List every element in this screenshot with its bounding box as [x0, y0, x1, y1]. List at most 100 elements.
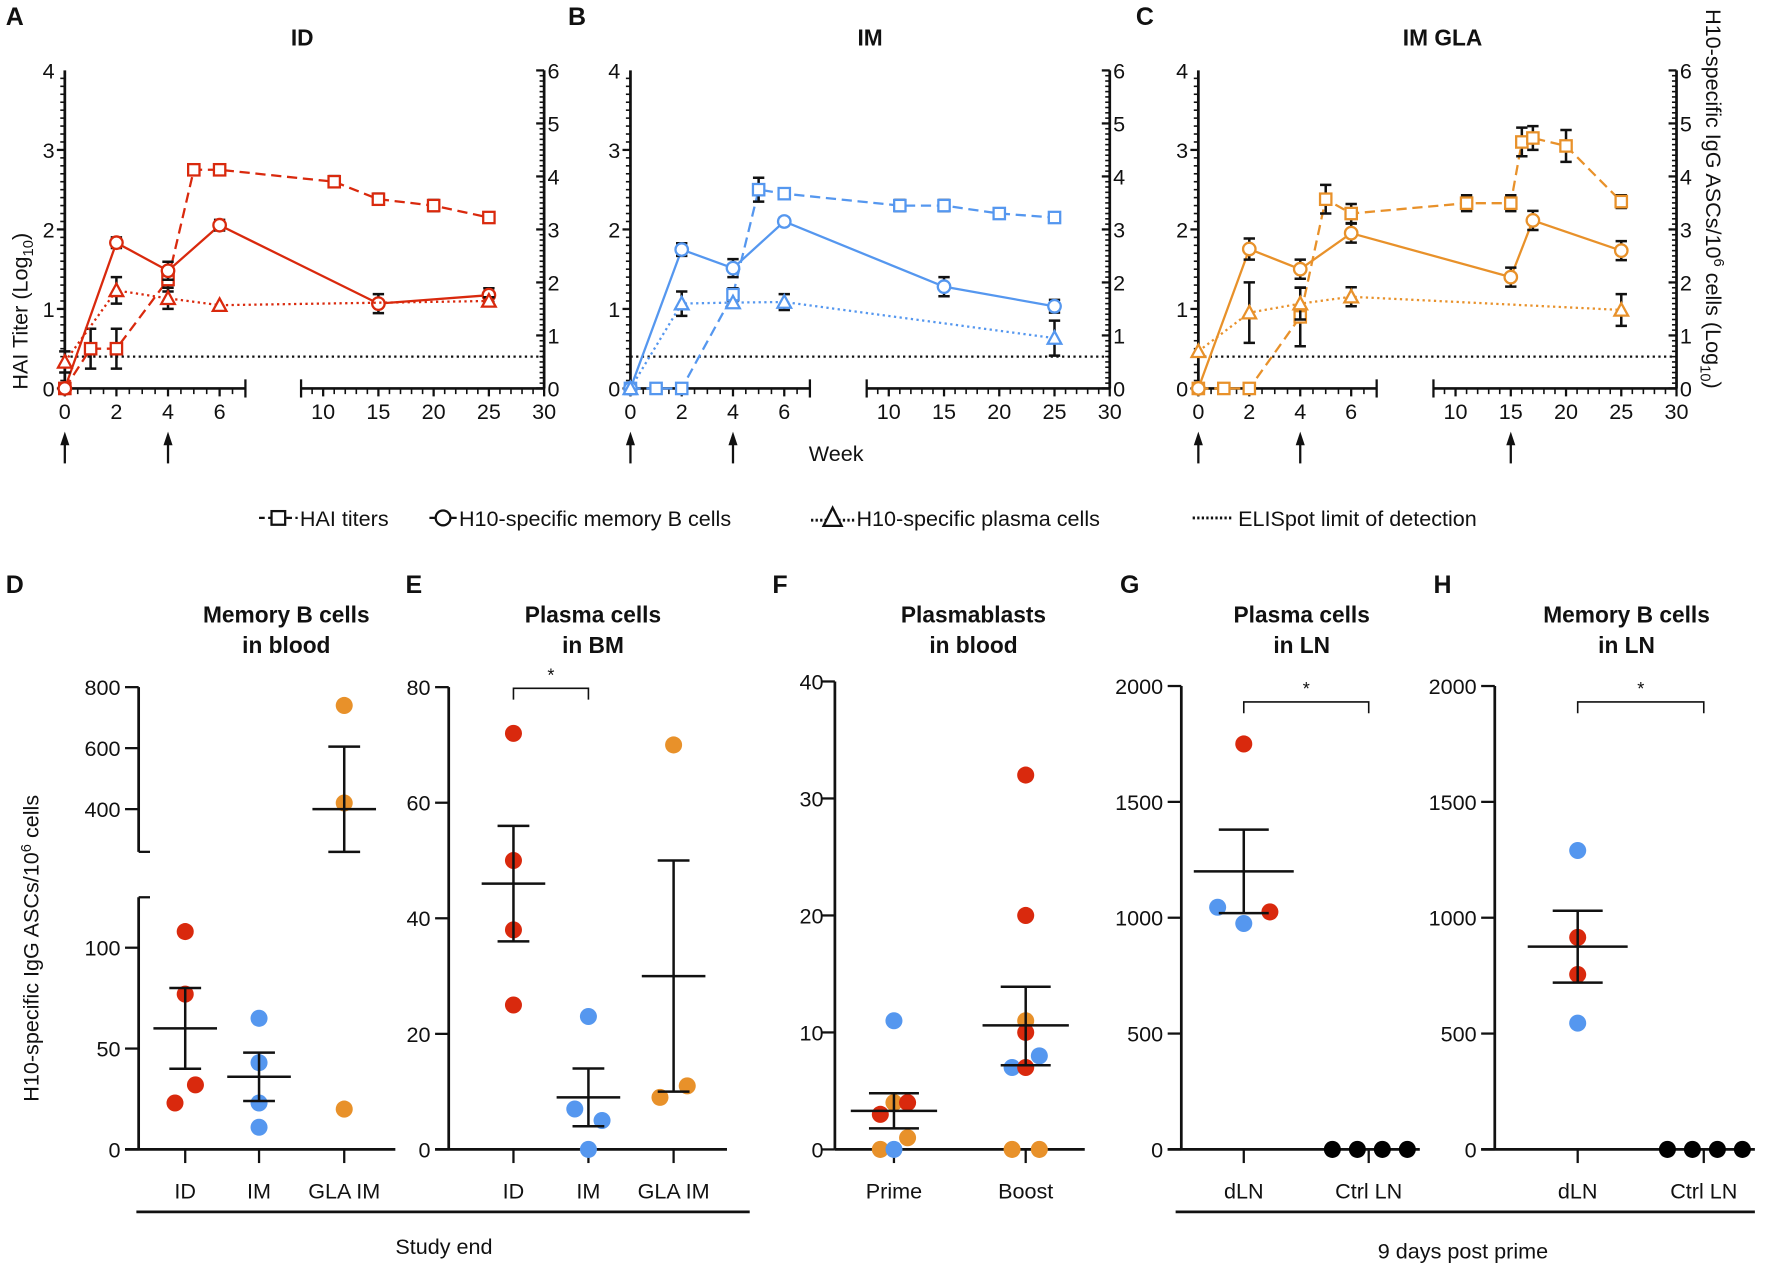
- y-tick-label: 0: [608, 376, 620, 401]
- data-point-square: [1218, 383, 1229, 394]
- scatter-charts-row: DMemory B cellsin blood050100400600800ID…: [6, 571, 1755, 1203]
- significance-label: *: [1303, 679, 1310, 699]
- y-tick-label: 600: [84, 736, 120, 761]
- data-point: [1031, 1141, 1048, 1158]
- right-y-tick-label: 6: [1113, 58, 1125, 83]
- y-tick-label: 500: [1127, 1022, 1163, 1047]
- y-tick-label: 1000: [1429, 906, 1477, 931]
- data-point: [580, 1008, 597, 1025]
- panel-title: IM GLA: [1403, 24, 1482, 50]
- y-tick-label: 0: [812, 1137, 824, 1162]
- right-y-tick-label: 5: [548, 111, 560, 136]
- x-tick-label: Ctrl LN: [1335, 1178, 1402, 1203]
- data-point-circle: [727, 262, 739, 274]
- y-tick-label: 4: [608, 58, 620, 83]
- y-tick-label: 4: [1176, 58, 1188, 83]
- y-tick-label: 2000: [1115, 674, 1163, 699]
- panel-title-line1: Plasma cells: [525, 601, 661, 627]
- significance-label: *: [1637, 679, 1644, 699]
- post-prime-label: 9 days post prime: [1378, 1238, 1548, 1263]
- y-tick-label: 1: [43, 297, 55, 322]
- right-y-tick-label: 6: [548, 58, 560, 83]
- x-tick-label: 2: [676, 399, 688, 424]
- significance-bracket: [1578, 702, 1704, 713]
- x-axis-label-week: Week: [809, 441, 864, 466]
- x-tick-label: 6: [778, 399, 790, 424]
- panel-letter: F: [772, 571, 787, 599]
- panel-a: AID01234012345602461015202530: [6, 3, 560, 463]
- series-line-triangle: [630, 302, 1054, 388]
- x-tick-label: 15: [366, 399, 390, 424]
- immunization-arrow-head: [1194, 432, 1203, 446]
- data-point-square: [1560, 140, 1571, 151]
- data-point-square: [894, 200, 905, 211]
- right-y-tick-label: 1: [1680, 323, 1692, 348]
- data-point: [177, 923, 194, 940]
- data-point-square: [1461, 198, 1472, 209]
- series-line-square: [630, 190, 1054, 389]
- y-tick-label: 400: [84, 797, 120, 822]
- panel-letter: E: [406, 571, 423, 599]
- data-point-circle: [938, 280, 950, 292]
- y-tick-label: 20: [800, 903, 824, 928]
- x-tick-label: ID: [174, 1178, 196, 1203]
- right-y-tick-label: 3: [1113, 217, 1125, 242]
- right-y-tick-label: 6: [1680, 58, 1692, 83]
- y-tick-label: 0: [1176, 376, 1188, 401]
- immunization-arrow-head: [1506, 432, 1515, 446]
- data-point-square: [188, 164, 199, 175]
- legend: HAI titersH10-specific memory B cellsH10…: [259, 506, 1477, 531]
- y-tick-label: 80: [407, 675, 431, 700]
- y-tick-label: 800: [84, 675, 120, 700]
- data-point: [1235, 915, 1252, 932]
- data-point-square: [1516, 136, 1527, 147]
- x-tick-label: 20: [1554, 399, 1578, 424]
- y-tick-label: 0: [1465, 1137, 1477, 1162]
- legend-square-icon: [272, 511, 286, 525]
- data-point: [872, 1106, 889, 1123]
- data-point-square: [938, 200, 949, 211]
- x-tick-label: 10: [1444, 399, 1468, 424]
- data-point: [1399, 1141, 1416, 1158]
- panel-title-line1: Memory B cells: [1543, 601, 1710, 627]
- legend-circle-icon: [436, 511, 451, 526]
- data-point-square: [1505, 198, 1516, 209]
- panel-title-line1: Plasmablasts: [901, 601, 1046, 627]
- right-y-tick-label: 4: [548, 164, 560, 189]
- data-point-triangle: [777, 295, 791, 307]
- y-tick-label: 3: [1176, 138, 1188, 163]
- legend-label-memory: H10-specific memory B cells: [459, 506, 731, 531]
- data-point: [899, 1094, 916, 1111]
- y-tick-label: 1: [608, 297, 620, 322]
- x-tick-label: GLA IM: [638, 1178, 710, 1203]
- data-point: [1709, 1141, 1726, 1158]
- right-y-tick-label: 1: [1113, 323, 1125, 348]
- data-point-square: [676, 383, 687, 394]
- data-point-circle: [1192, 382, 1204, 394]
- x-tick-label: ID: [503, 1178, 525, 1203]
- data-point: [1031, 1047, 1048, 1064]
- right-y-tick-label: 3: [1680, 217, 1692, 242]
- data-point-circle: [1527, 214, 1539, 226]
- immunization-arrow-head: [728, 432, 737, 446]
- immunization-arrow-head: [163, 432, 172, 446]
- panel-e: EPlasma cellsin BM020406080IDIMGLA IM*: [406, 571, 727, 1203]
- x-tick-label: Prime: [866, 1178, 922, 1203]
- data-point-circle: [1615, 244, 1627, 256]
- x-tick-label: dLN: [1558, 1178, 1598, 1203]
- data-point: [1349, 1141, 1366, 1158]
- data-point: [251, 1119, 268, 1136]
- x-tick-label: 25: [477, 399, 501, 424]
- y-tick-label: 60: [407, 791, 431, 816]
- data-point-square: [650, 383, 661, 394]
- data-point-square: [214, 164, 225, 175]
- data-point: [885, 1141, 902, 1158]
- x-tick-label: 6: [214, 399, 226, 424]
- x-tick-label: 25: [1609, 399, 1633, 424]
- series-line-circle: [630, 221, 1054, 388]
- significance-label: *: [547, 665, 554, 685]
- x-tick-label: dLN: [1224, 1178, 1264, 1203]
- y-tick-label: 500: [1441, 1022, 1477, 1047]
- y-tick-label: 40: [800, 669, 824, 694]
- y-tick-label: 1: [1176, 297, 1188, 322]
